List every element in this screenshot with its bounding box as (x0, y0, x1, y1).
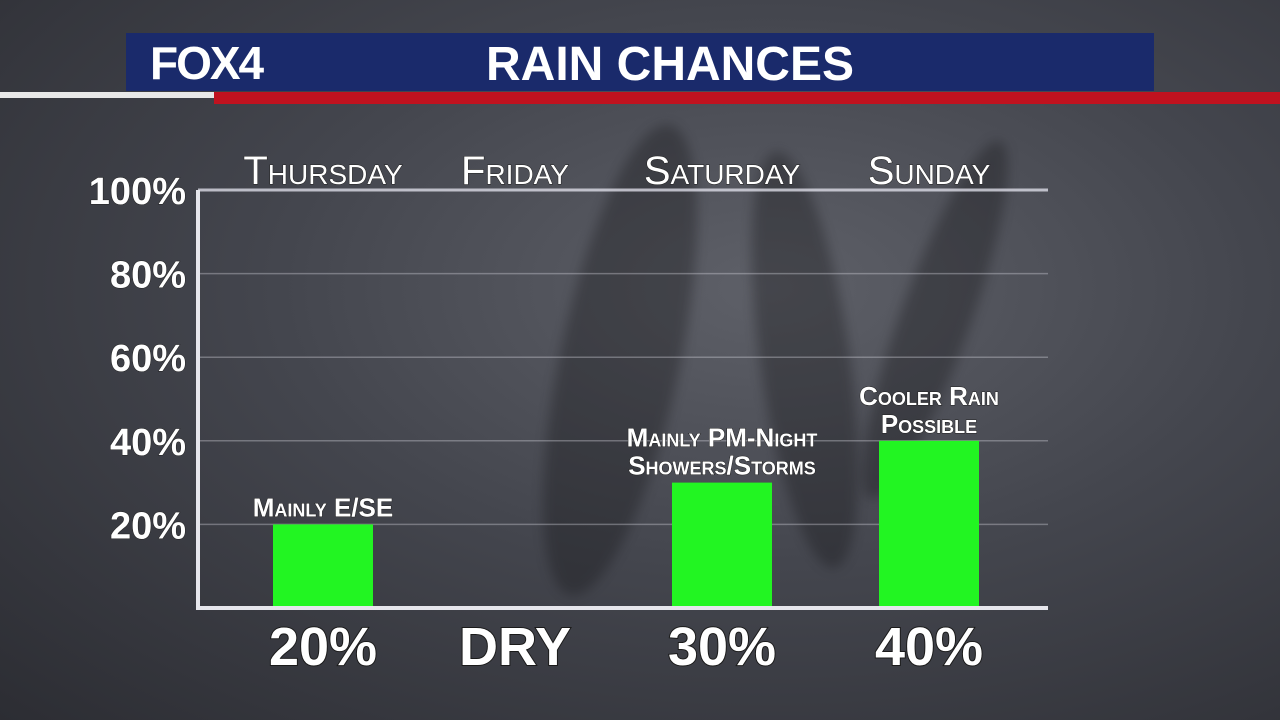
category-label: Sunday (868, 149, 991, 193)
category-label: Saturday (644, 149, 801, 193)
value-label: 40% (875, 617, 983, 677)
bars (273, 440, 979, 606)
y-tick-label: 40% (110, 422, 186, 464)
bar (273, 524, 373, 606)
bar-annotations: Mainly E/SE Mainly PM-NightShowers/Storms… (252, 380, 999, 523)
header-white-stripe (0, 92, 214, 98)
bar-annotation: Showers/Storms (628, 451, 816, 481)
y-tick-label: 20% (110, 505, 186, 547)
bar-annotation: Possible (881, 409, 977, 439)
value-labels: 20% DRY 30% 40% (268, 616, 984, 678)
y-tick-label: 80% (110, 255, 186, 297)
page-title: RAIN CHANCES (485, 38, 854, 91)
bar (672, 482, 772, 606)
chart-axes (196, 190, 1048, 610)
category-label: Thursday (243, 149, 403, 193)
bar-annotation: Mainly E/SE (253, 492, 393, 522)
bar (879, 440, 979, 606)
value-label: 20% (269, 617, 377, 677)
value-label: DRY (459, 617, 571, 677)
category-label: Friday (461, 149, 569, 193)
y-tick-label: 100% (89, 171, 186, 213)
fox4-logo: FOX4 (150, 37, 264, 89)
header-red-stripe (214, 92, 1280, 104)
y-axis-ticks: 20% 40% 60% 80% 100% (88, 171, 186, 548)
y-tick-label: 60% (110, 338, 186, 380)
category-labels: Thursday Friday Saturday Sunday (243, 149, 991, 194)
bar-annotation: Cooler Rain (859, 381, 999, 411)
value-label: 30% (668, 617, 776, 677)
header-bar (126, 33, 1154, 91)
bar-annotation: Mainly PM-Night (627, 423, 818, 453)
